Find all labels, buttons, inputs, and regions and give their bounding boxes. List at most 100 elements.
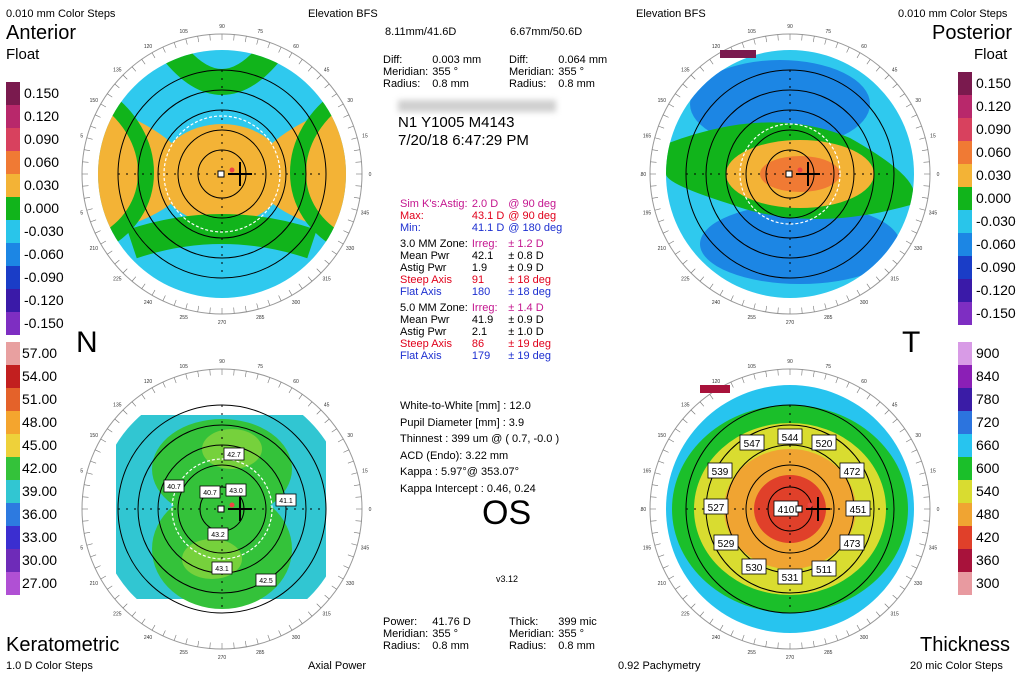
dial-tick [351,543,358,546]
pachy-value: 531 [782,573,799,584]
dial-tick [801,307,803,314]
dial-tick [923,161,930,163]
dial-degree-label: 255 [748,650,757,656]
dial-degree-label: 105 [180,29,189,35]
posterior-elevation-map[interactable]: 9060453003303153002702402252101801501351… [640,10,940,330]
dial-tick [151,52,156,59]
green-band [127,214,317,259]
dial-tick [699,276,705,282]
dial-degree-label: 30 [347,433,353,439]
pupil-center-marker [785,170,793,178]
dial-tick [846,46,850,53]
dial-tick [835,299,839,306]
power-label: Power: [383,616,418,628]
dial-tick [307,276,313,282]
scale-swatch [958,95,972,118]
scale-swatch [6,128,20,151]
dial-tick [331,585,337,590]
scale-label: 0.060 [24,154,60,170]
dial-tick [162,46,166,53]
scale-label: 0.060 [976,144,1012,160]
dial-degree-label: 285 [824,650,833,656]
scale-label: 0.000 [24,200,60,216]
anterior-elevation-map[interactable]: 9060453003303153002702402252101801501351… [80,10,380,330]
dial-tick [353,531,360,534]
dial-tick [654,137,661,140]
dial-degree-label: 345 [361,210,370,216]
pachy-value-box [703,498,729,515]
dial-tick [343,449,350,453]
dial-degree-label: 345 [929,545,938,551]
dial-degree-label: 120 [144,379,153,385]
dial-tick [185,638,188,645]
patient-id: N1 Y1005 M4143 [398,114,515,131]
float-right-label: Float [974,46,1008,63]
dial-tick [856,52,861,59]
scale-label: -0.030 [24,223,64,239]
dial-tick [765,371,768,378]
thinnest: Thinnest : 399 um @ ( 0.7, -0.0 ) [400,433,560,445]
dial-tick [82,185,89,187]
dial-tick [267,299,271,306]
dial-tick [899,93,905,98]
dial-degree-label: 180 [640,507,646,513]
zone3-flat-label: Flat Axis [400,286,442,298]
dial-tick [899,585,905,590]
dial-tick [919,543,926,546]
zone5-mean-sd: ± 0.9 D [508,314,544,326]
pachy-value-box [777,568,803,585]
meridian-label: Meridian: [383,66,429,78]
dial-tick [316,268,322,274]
dial-tick [244,371,247,378]
dial-degree-label: 60 [861,379,867,385]
scale-swatch [958,72,972,95]
dial-degree-label: 0 [937,507,940,513]
scale-swatch [958,388,972,411]
zone-ring [745,129,835,219]
dial-tick [741,42,745,49]
scale-swatch [6,197,20,220]
scale-swatch [6,549,20,572]
pachymetry-map[interactable]: 9060453003303153002702402252101801501351… [640,345,940,665]
scale-swatch [958,549,972,572]
dial-tick [324,594,330,600]
dial-tick [923,185,930,187]
elevation-scale-left-labels: 0.150 0.120 0.090 0.060 0.030 0.000 -0.030 -0.0… [24,82,64,335]
scale-swatch [958,187,972,210]
zone3-title: 3.0 MM Zone: [400,238,468,250]
pachy-value: 547 [744,439,761,450]
dial-tick [911,449,918,453]
dial-tick [709,283,714,289]
dial-tick [114,259,120,265]
dial-degree-label: 120 [144,44,153,50]
dial-tick [353,196,360,199]
dial-tick [709,394,714,400]
axial-power-map[interactable]: 9060453003303153002702402252101801501351… [80,345,380,665]
zone5-flat: 179 [471,350,491,362]
pachy-value: 451 [850,505,867,516]
dial-tick [690,409,696,415]
dial-degree-label: 150 [90,98,99,104]
dial-tick [892,594,898,600]
scale-swatch [958,256,972,279]
zone3-mean: 42.1 [471,250,494,262]
bfs-left-value: 8.11mm/41.6D [385,26,457,38]
dial-tick [107,585,113,590]
dial-tick [709,618,714,624]
apex-marker [229,167,235,173]
dial-degree-label: 150 [90,433,99,439]
dial-tick [690,603,696,609]
zone3-astig-sd: ± 0.9 D [508,262,544,274]
zone5-irreg: ± 1.4 D [508,302,544,314]
dial-tick [324,83,330,89]
dial-degree-label: 0 [937,172,940,178]
pachy-value: 511 [816,565,832,576]
dial-tick [100,103,107,108]
dial-tick [658,125,665,129]
dial-tick [650,496,657,498]
scale-swatch [958,457,972,480]
pachy-value: 529 [718,539,735,550]
scale-swatch [6,82,20,105]
top-mid-left-mode: Elevation BFS [308,8,378,20]
dial-tick [122,409,128,415]
